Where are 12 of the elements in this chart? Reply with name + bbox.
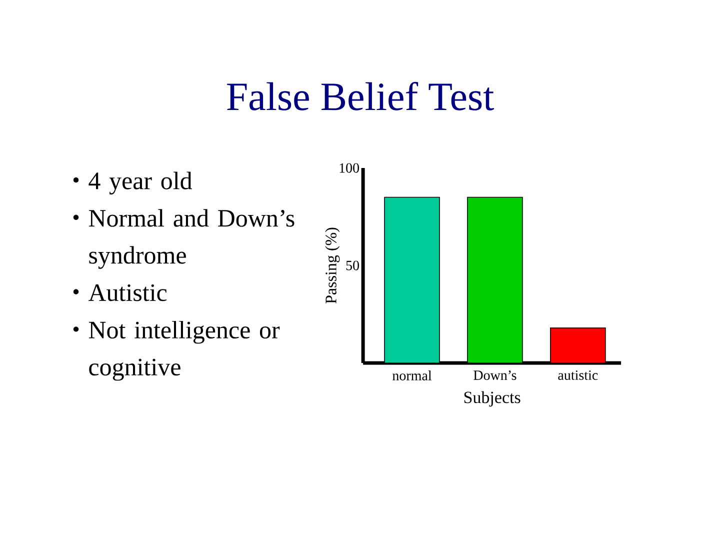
y-tick-label: 50 — [346, 260, 360, 270]
text: Autistic — [88, 284, 167, 302]
x-tick-label: autistic — [558, 370, 598, 380]
text: Not intelligence or cognitive — [88, 320, 280, 381]
y-axis-title: Passing (%) — [325, 228, 340, 304]
x-axis-title: Subjects — [464, 391, 520, 407]
text: 4 year old — [88, 172, 192, 194]
y-tick-label: 100 — [340, 163, 360, 173]
x-tick-label: normal — [392, 370, 432, 380]
x-tick-label: Down’s — [474, 370, 516, 380]
chart-title: False Belief Test — [227, 82, 494, 110]
text: Normal and Down’s syndrome — [88, 209, 294, 269]
